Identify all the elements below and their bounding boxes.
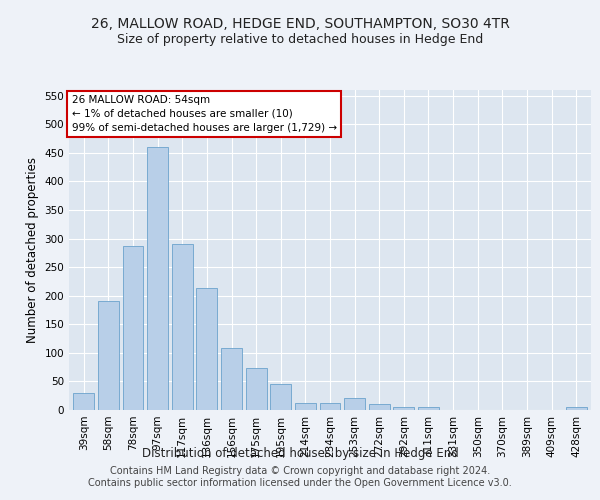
Bar: [196, 288, 217, 410]
Bar: [147, 147, 168, 410]
Bar: [73, 393, 94, 410]
Bar: [172, 244, 193, 410]
Text: Contains HM Land Registry data © Crown copyright and database right 2024.: Contains HM Land Registry data © Crown c…: [110, 466, 490, 476]
Bar: [245, 368, 266, 410]
Text: 26, MALLOW ROAD, HEDGE END, SOUTHAMPTON, SO30 4TR: 26, MALLOW ROAD, HEDGE END, SOUTHAMPTON,…: [91, 18, 509, 32]
Bar: [270, 384, 291, 410]
Bar: [295, 402, 316, 410]
Bar: [221, 348, 242, 410]
Text: Contains public sector information licensed under the Open Government Licence v3: Contains public sector information licen…: [88, 478, 512, 488]
Bar: [344, 398, 365, 410]
Bar: [566, 406, 587, 410]
Bar: [394, 407, 415, 410]
Bar: [369, 404, 390, 410]
Text: Distribution of detached houses by size in Hedge End: Distribution of detached houses by size …: [142, 448, 458, 460]
Text: 26 MALLOW ROAD: 54sqm
← 1% of detached houses are smaller (10)
99% of semi-detac: 26 MALLOW ROAD: 54sqm ← 1% of detached h…: [71, 95, 337, 133]
Y-axis label: Number of detached properties: Number of detached properties: [26, 157, 39, 343]
Text: Size of property relative to detached houses in Hedge End: Size of property relative to detached ho…: [117, 32, 483, 46]
Bar: [122, 246, 143, 410]
Bar: [320, 403, 340, 410]
Bar: [418, 407, 439, 410]
Bar: [98, 302, 119, 410]
